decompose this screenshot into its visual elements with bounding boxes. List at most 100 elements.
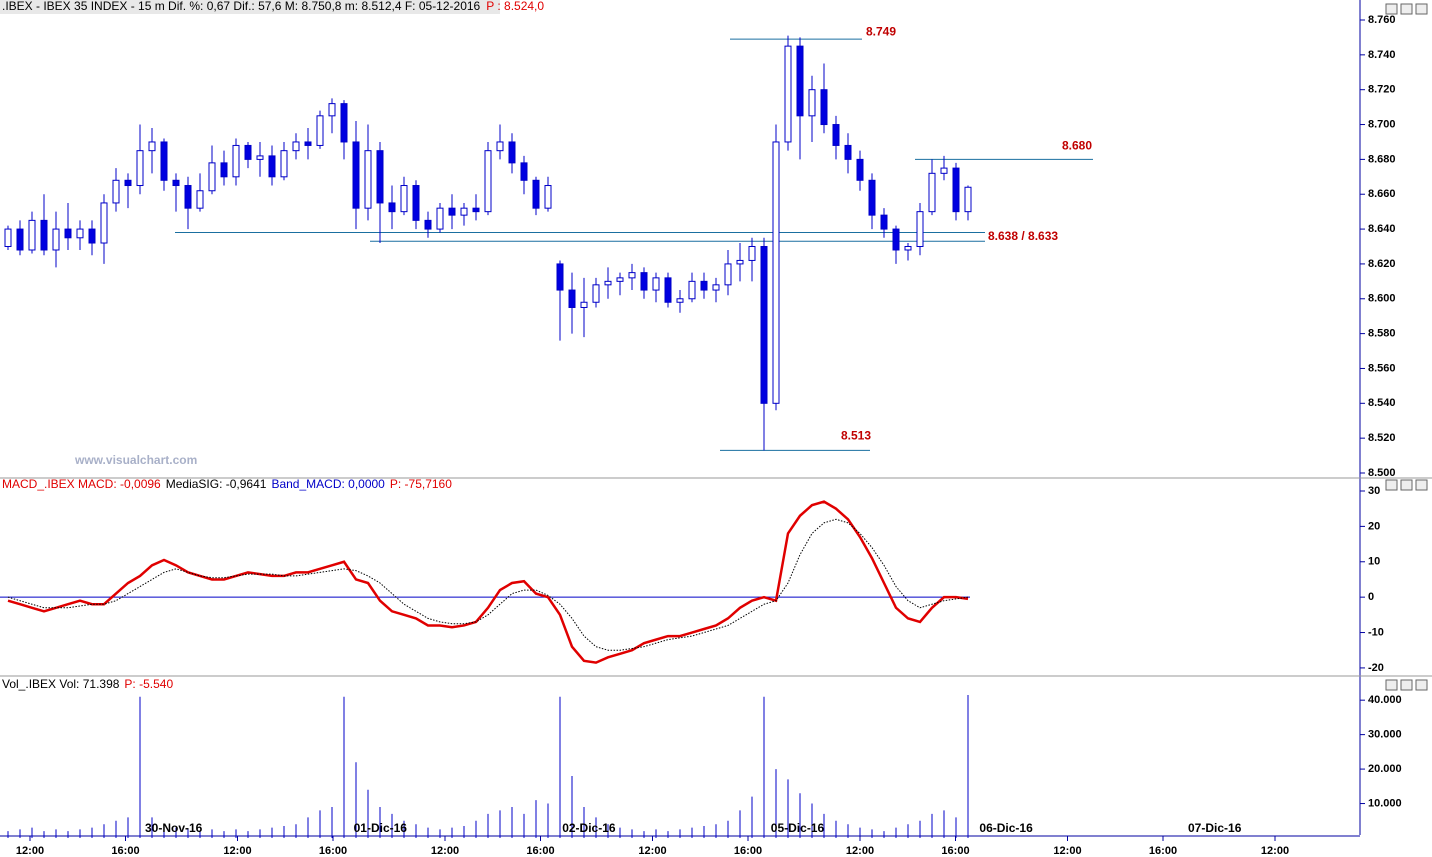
y-tick-label: 0 [1368, 591, 1374, 603]
y-tick-label: 8.500 [1368, 467, 1396, 479]
candle-body [28, 219, 36, 251]
candle-body [916, 211, 924, 247]
candle-body [844, 144, 852, 160]
y-tick-label: 8.660 [1368, 188, 1396, 200]
panel-buttons [1385, 3, 1428, 691]
y-tick-label: 10 [1368, 556, 1380, 568]
candle-body [808, 89, 816, 117]
candle-body [352, 141, 360, 209]
candle-body [736, 259, 744, 265]
level-label: 8.749 [866, 24, 896, 38]
candle-body [436, 207, 444, 230]
y-tick-label: 8.740 [1368, 49, 1396, 61]
candle-body [532, 179, 540, 209]
y-tick-label: 20.000 [1368, 763, 1402, 775]
candle-body [700, 280, 708, 291]
x-tick-label: 16:00 [734, 845, 762, 857]
y-tick-label: 8.540 [1368, 397, 1396, 409]
level-label: 8.638 / 8.633 [988, 229, 1058, 243]
button[interactable] [1400, 479, 1413, 491]
day-label: 07-Dic-16 [1188, 821, 1242, 835]
button[interactable] [1385, 479, 1398, 491]
x-tick-label: 12:00 [223, 845, 251, 857]
y-tick-label: 8.600 [1368, 293, 1396, 305]
x-tick-label: 12:00 [638, 845, 666, 857]
y-tick-label: 8.700 [1368, 118, 1396, 130]
button[interactable] [1415, 479, 1428, 491]
candle-body [676, 298, 684, 303]
candle-body [760, 246, 768, 404]
candle-body [424, 219, 432, 230]
button[interactable] [1400, 679, 1413, 691]
candle-body [304, 141, 312, 146]
candle-body [556, 263, 564, 291]
day-label: 05-Dic-16 [771, 821, 825, 835]
candle-body [4, 228, 12, 247]
y-tick-label: -10 [1368, 626, 1384, 638]
candle-body [568, 289, 576, 308]
candle-body [148, 141, 156, 152]
y-tick-label: -20 [1368, 662, 1384, 674]
header-bg [0, 0, 500, 14]
candle-body [952, 167, 960, 213]
candle-body [388, 202, 396, 213]
candle-body [364, 150, 372, 209]
candle-body [712, 284, 720, 291]
x-tick-label: 12:00 [16, 845, 44, 857]
y-tick-label: 8.620 [1368, 258, 1396, 270]
x-tick-label: 16:00 [526, 845, 554, 857]
y-tick-label: 30.000 [1368, 729, 1402, 741]
y-tick-label: 30 [1368, 485, 1380, 497]
candle-body [544, 185, 552, 209]
button[interactable] [1385, 3, 1398, 15]
x-tick-label: 16:00 [1149, 845, 1177, 857]
y-tick-label: 40.000 [1368, 694, 1402, 706]
y-tick-label: 8.760 [1368, 14, 1396, 26]
candle-body [232, 144, 240, 178]
button[interactable] [1385, 679, 1398, 691]
candle-body [796, 45, 804, 117]
button[interactable] [1415, 679, 1428, 691]
candle-body [832, 124, 840, 146]
macd-line [7, 518, 969, 651]
candle-body [856, 158, 864, 181]
candle-body [448, 207, 456, 216]
y-tick-label: 10.000 [1368, 797, 1402, 809]
button[interactable] [1415, 3, 1428, 15]
candle-body [928, 172, 936, 213]
y-tick-label: 8.720 [1368, 84, 1396, 96]
y-tick-label: 8.640 [1368, 223, 1396, 235]
candle-body [652, 277, 660, 291]
candle-body [172, 179, 180, 187]
candle-body [664, 277, 672, 303]
button[interactable] [1400, 3, 1413, 15]
day-label: 02-Dic-16 [562, 821, 616, 835]
watermark: www.visualchart.com [74, 453, 197, 467]
candle-body [688, 280, 696, 300]
candle-body [268, 155, 276, 178]
candle-body [40, 219, 48, 251]
price-header-value: P : 8.524,0 [486, 0, 544, 13]
candle-body [64, 228, 72, 239]
candle-body [244, 144, 252, 160]
x-tick-label: 12:00 [1053, 845, 1081, 857]
candle-body [964, 186, 972, 213]
candle-body [208, 162, 216, 192]
candle-body [340, 103, 348, 143]
x-tick-label: 16:00 [319, 845, 347, 857]
candle-body [784, 45, 792, 143]
candle-body [472, 207, 480, 213]
level-label: 8.680 [1062, 139, 1092, 153]
candle-body [940, 167, 948, 174]
y-tick-label: 8.580 [1368, 328, 1396, 340]
panel-value: P: -5.540 [124, 677, 173, 691]
candle-body [196, 190, 204, 209]
candle-body [220, 162, 228, 178]
candle-body [496, 141, 504, 152]
legend-entry: MediaSIG: -0,9641 [166, 477, 267, 491]
price-header: .IBEX - IBEX 35 INDEX - 15 m Dif. %: 0,6… [2, 0, 481, 13]
candle-body [112, 179, 120, 204]
